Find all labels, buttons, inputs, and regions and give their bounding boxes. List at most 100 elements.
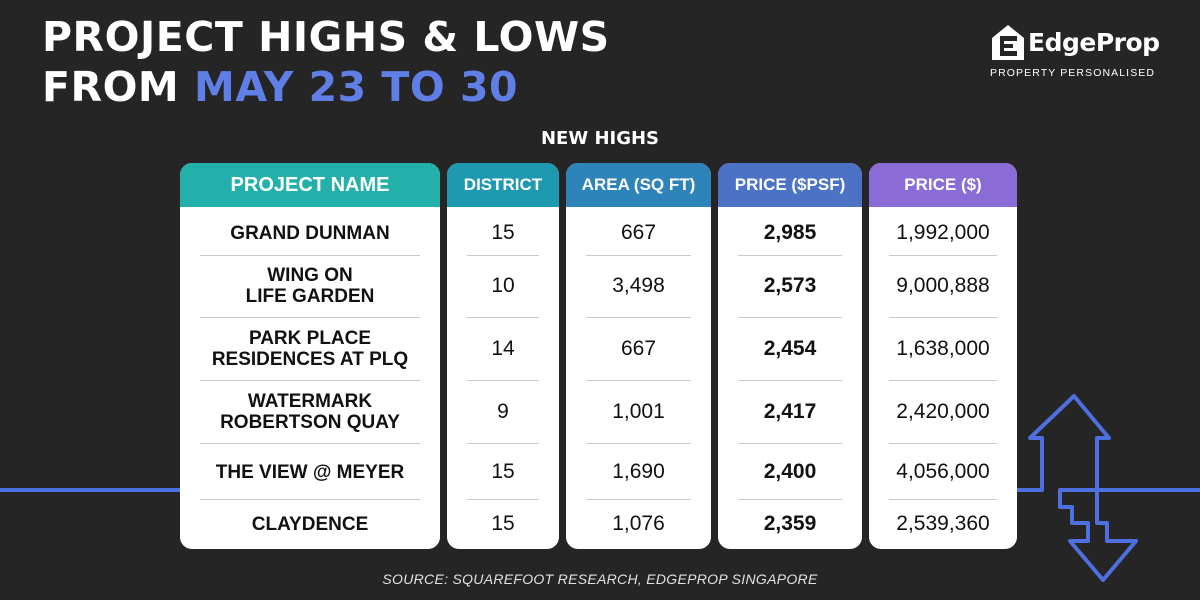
cell-text: 1,001	[612, 400, 665, 423]
row-separator	[586, 499, 691, 500]
cell-text: 2,417	[763, 400, 817, 423]
column-project-name: PROJECT NAME GRAND DUNMAN WING ON LIFE GARD…	[180, 163, 440, 549]
cell-price: 9,000,888	[869, 262, 1017, 310]
column-header-district: DISTRICT	[447, 163, 559, 207]
cell-area: 1,001	[566, 388, 711, 436]
column-header-project: PROJECT NAME	[180, 163, 440, 207]
cell-psf: 2,573	[718, 262, 862, 310]
cell-text: THE VIEW @ MEYER	[215, 461, 405, 483]
column-header-psf: PRICE ($PSF)	[718, 163, 862, 207]
cell-district: 15	[447, 448, 559, 496]
cell-project: THE VIEW @ MEYER	[180, 448, 440, 496]
cell-district: 9	[447, 388, 559, 436]
column-price: PRICE ($) 1,992,000 9,000,888 1,638,000 2,42…	[869, 163, 1017, 549]
row-separator	[738, 317, 842, 318]
column-district: DISTRICT 15 10 14 9 15 15	[447, 163, 559, 549]
cell-text: 15	[491, 460, 515, 483]
row-separator	[467, 380, 539, 381]
row-separator	[467, 255, 539, 256]
cell-text: 2,420,000	[896, 400, 990, 423]
cell-text: 1,638,000	[896, 337, 990, 360]
cell-price: 1,638,000	[869, 325, 1017, 373]
logo-wordmark: EdgeProp	[1028, 28, 1160, 57]
title-date-range: MAY 23 TO 30	[194, 63, 519, 111]
cell-text: 1,992,000	[896, 221, 990, 244]
cell-district: 15	[447, 209, 559, 257]
row-separator	[467, 499, 539, 500]
cell-price: 2,420,000	[869, 388, 1017, 436]
cell-text: 9	[497, 400, 509, 423]
cell-text: 2,573	[763, 274, 817, 297]
cell-project: WING ON LIFE GARDEN	[180, 262, 440, 310]
cell-project: WATERMARK ROBERTSON QUAY	[180, 388, 440, 436]
source-note: SOURCE: SQUAREFOOT RESEARCH, EDGEPROP SI…	[382, 571, 818, 587]
row-separator	[200, 443, 420, 444]
row-separator	[889, 317, 997, 318]
up-down-arrow-icon	[1017, 394, 1200, 582]
row-separator	[738, 443, 842, 444]
cell-psf: 2,454	[718, 325, 862, 373]
cell-text: 4,056,000	[896, 460, 990, 483]
row-separator	[889, 443, 997, 444]
cell-text: 15	[491, 221, 515, 244]
cell-text: 9,000,888	[896, 274, 990, 297]
cell-text: 2,400	[763, 460, 817, 483]
cell-text: 1,076	[612, 512, 665, 535]
cell-area: 667	[566, 325, 711, 373]
cell-text: 14	[491, 337, 515, 360]
cell-text: 15	[491, 512, 515, 535]
cell-text: 2,539,360	[896, 512, 990, 535]
row-separator	[200, 380, 420, 381]
cell-text: GRAND DUNMAN	[230, 222, 390, 244]
row-separator	[200, 499, 420, 500]
cell-price: 1,992,000	[869, 209, 1017, 257]
row-separator	[586, 317, 691, 318]
cell-project: CLAYDENCE	[180, 500, 440, 548]
cell-text: 667	[620, 221, 657, 244]
cell-text: 667	[620, 337, 657, 360]
cell-text: CLAYDENCE	[251, 513, 369, 535]
cell-text: WING ON LIFE GARDEN	[245, 265, 375, 307]
cell-price: 4,056,000	[869, 448, 1017, 496]
cell-area: 1,076	[566, 500, 711, 548]
cell-project: GRAND DUNMAN	[180, 209, 440, 257]
cell-area: 1,690	[566, 448, 711, 496]
row-separator	[889, 380, 997, 381]
row-separator	[738, 255, 842, 256]
title-line-2-prefix: FROM	[42, 63, 195, 111]
row-separator	[738, 380, 842, 381]
table-title: NEW HIGHS	[540, 128, 660, 149]
cell-text: 2,359	[763, 512, 817, 535]
edgeprop-house-icon	[992, 25, 1024, 60]
row-separator	[586, 255, 691, 256]
row-separator	[889, 255, 997, 256]
cell-area: 3,498	[566, 262, 711, 310]
cell-project: PARK PLACE RESIDENCES AT PLQ	[180, 325, 440, 373]
cell-psf: 2,417	[718, 388, 862, 436]
row-separator	[200, 255, 420, 256]
logo-tagline: PROPERTY PERSONALISED	[990, 67, 1156, 79]
column-header-price: PRICE ($)	[869, 163, 1017, 207]
cell-text: 10	[491, 274, 515, 297]
cell-psf: 2,359	[718, 500, 862, 548]
row-separator	[200, 317, 420, 318]
column-price-psf: PRICE ($PSF) 2,985 2,573 2,454 2,417 2,400 2,3…	[718, 163, 862, 549]
row-separator	[738, 499, 842, 500]
cell-district: 15	[447, 500, 559, 548]
cell-text: 2,985	[763, 221, 817, 244]
cell-district: 14	[447, 325, 559, 373]
cell-psf: 2,985	[718, 209, 862, 257]
cell-text: WATERMARK ROBERTSON QUAY	[220, 391, 400, 433]
row-separator	[467, 443, 539, 444]
cell-text: 3,498	[612, 274, 665, 297]
cell-text: PARK PLACE RESIDENCES AT PLQ	[211, 328, 409, 370]
cell-district: 10	[447, 262, 559, 310]
cell-psf: 2,400	[718, 448, 862, 496]
column-header-area: AREA (SQ FT)	[566, 163, 711, 207]
row-separator	[889, 499, 997, 500]
cell-area: 667	[566, 209, 711, 257]
edgeprop-logo: EdgeProp PROPERTY PERSONALISED	[990, 22, 1160, 82]
row-separator	[586, 443, 691, 444]
title-line-1: PROJECT HIGHS & LOWS	[42, 13, 610, 61]
